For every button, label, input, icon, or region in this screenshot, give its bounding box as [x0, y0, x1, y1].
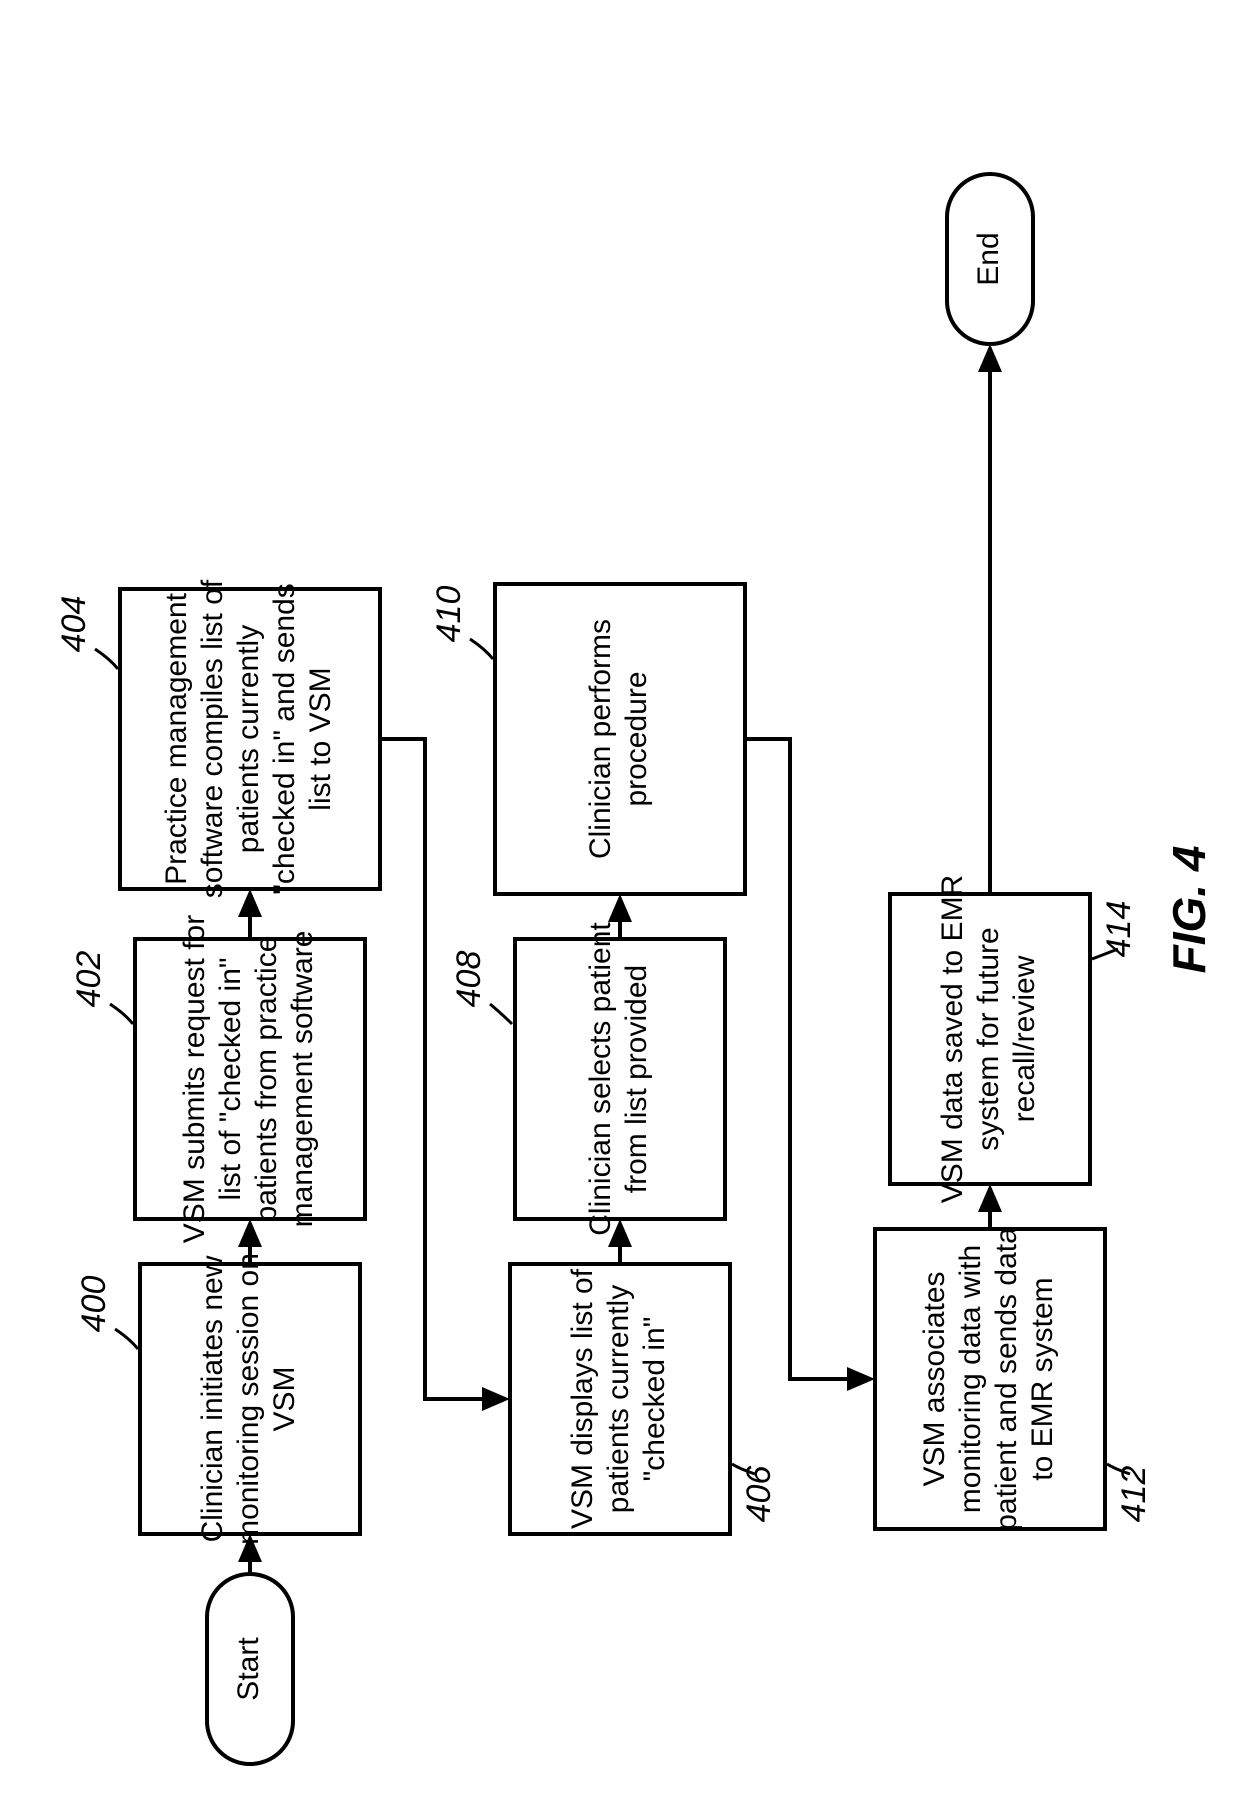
node-404-text: "checked in" and sends — [268, 583, 301, 895]
node-406-text: patients currently — [602, 1285, 635, 1513]
node-400-text: monitoring session on — [232, 1253, 265, 1545]
arrowhead — [608, 894, 632, 922]
node-404-text: patients currently — [232, 625, 265, 853]
arrowhead — [482, 1387, 510, 1411]
terminal-end-text: End — [972, 232, 1005, 285]
arrowhead — [238, 889, 262, 917]
ref-408-leader — [490, 1004, 512, 1024]
node-404-text: Practice management — [160, 592, 193, 884]
node-400-text: VSM — [268, 1366, 301, 1431]
node-402-text: patients from practice — [250, 936, 283, 1223]
ref-402-leader — [110, 1004, 133, 1024]
arrowhead — [978, 344, 1002, 372]
node-404-text: list to VSM — [304, 667, 337, 810]
arrowhead — [978, 1184, 1002, 1212]
terminal-start-text: Start — [232, 1637, 265, 1701]
node-402-text: VSM submits request for — [178, 915, 211, 1243]
e-404-406 — [380, 739, 493, 1399]
ref-400-leader — [115, 1329, 138, 1349]
node-412-text: VSM associates — [918, 1271, 951, 1486]
ref-404: 404 — [55, 596, 93, 653]
ref-408: 408 — [450, 951, 488, 1008]
node-406-text: "checked in" — [638, 1317, 671, 1482]
node-406-text: VSM displays list of — [566, 1268, 599, 1529]
ref-410-leader — [470, 639, 493, 659]
node-412-text: to EMR system — [1026, 1277, 1059, 1480]
node-412-text: patient and sends data — [990, 1227, 1023, 1531]
e-410-412 — [745, 739, 858, 1379]
node-400-text: Clinician initiates new — [196, 1255, 229, 1542]
node-414-text: recall/review — [1008, 955, 1041, 1122]
node-410-text: procedure — [620, 671, 653, 806]
ref-412: 412 — [1115, 1466, 1153, 1523]
ref-404-leader — [95, 649, 118, 669]
figure-caption: FIG. 4 — [1163, 846, 1215, 974]
ref-406: 406 — [740, 1466, 778, 1523]
node-408-text: Clinician selects patient — [584, 922, 617, 1236]
node-402-text: list of "checked in" — [214, 957, 247, 1200]
node-414-text: system for future — [972, 927, 1005, 1150]
ref-414: 414 — [1100, 901, 1138, 958]
ref-410: 410 — [430, 586, 468, 643]
node-412-text: monitoring data with — [954, 1245, 987, 1513]
node-404-text: software compiles list of — [196, 579, 229, 898]
node-408-text: from list provided — [620, 965, 653, 1193]
arrowhead — [847, 1367, 875, 1391]
node-414-text: VSM data saved to EMR — [936, 875, 969, 1203]
node-402-text: management software — [286, 931, 319, 1228]
ref-400: 400 — [75, 1276, 113, 1333]
node-410-text: Clinician performs — [584, 619, 617, 859]
ref-402: 402 — [70, 951, 108, 1008]
